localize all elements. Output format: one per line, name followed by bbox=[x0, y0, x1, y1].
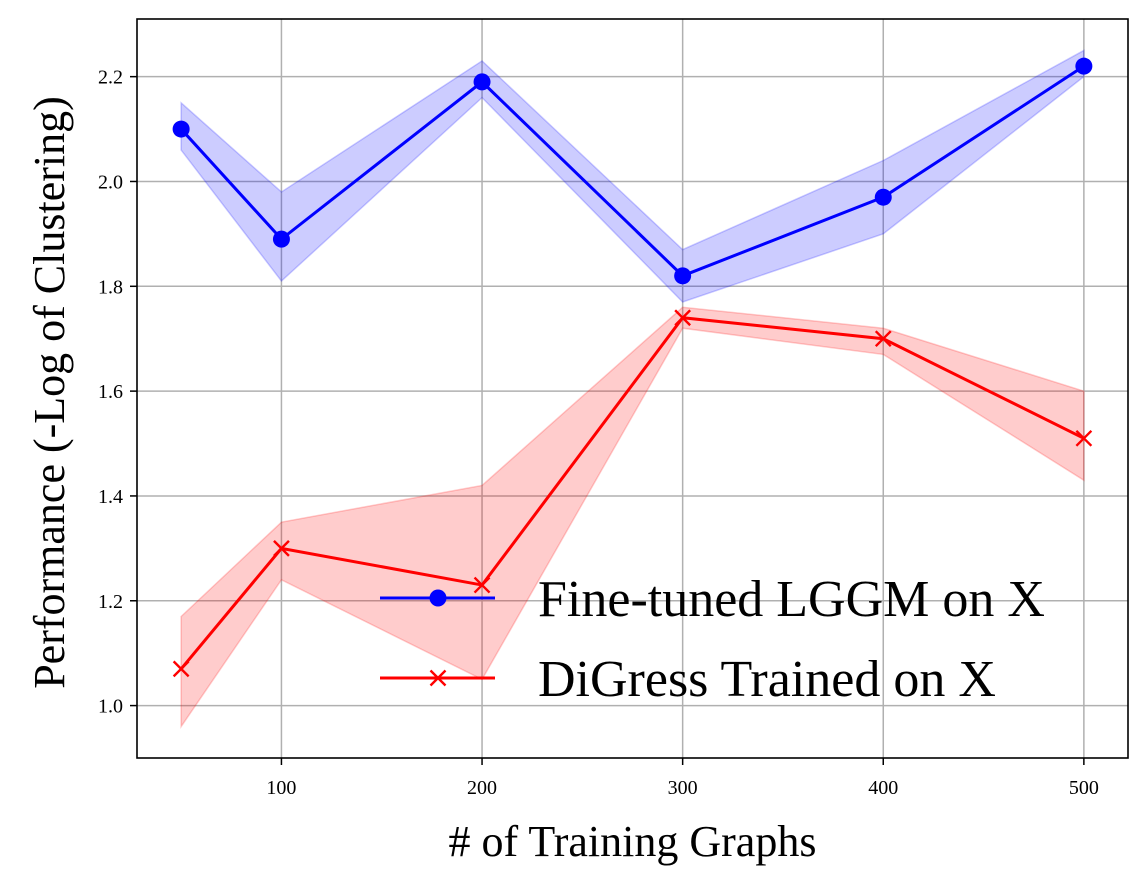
plot-area-frame bbox=[136, 18, 1129, 759]
data-point bbox=[674, 309, 692, 327]
x-tick-label: 100 bbox=[266, 777, 296, 799]
y-tick-label: 1.4 bbox=[98, 486, 123, 508]
legend-label-digress: DiGress Trained on X bbox=[538, 651, 996, 708]
x-tick-label: 200 bbox=[467, 777, 497, 799]
legend-marker-lggm bbox=[429, 589, 447, 607]
legend-item-lggm: Fine-tuned LGGM on X bbox=[380, 571, 1045, 628]
y-tick-label: 1.8 bbox=[98, 276, 123, 298]
y-axis-title: Performance (-Log of Clustering) bbox=[25, 96, 74, 689]
confidence-band bbox=[180, 306, 1085, 729]
data-point bbox=[1075, 57, 1093, 75]
y-axis-ticks: 1.0 1.2 1.4 1.6 1.8 2.0 2.2 bbox=[98, 67, 137, 718]
data-point bbox=[273, 540, 290, 557]
legend-label-lggm: Fine-tuned LGGM on X bbox=[538, 571, 1045, 628]
x-axis-ticks: 100 200 300 400 500 bbox=[266, 758, 1099, 799]
data-point bbox=[473, 576, 491, 594]
y-tick-label: 2.2 bbox=[98, 67, 123, 89]
data-point bbox=[172, 660, 190, 678]
x-tick-label: 500 bbox=[1069, 777, 1099, 799]
confidence-bands bbox=[180, 49, 1085, 729]
series-lines bbox=[179, 64, 1085, 670]
x-tick-label: 300 bbox=[668, 777, 698, 799]
data-point bbox=[272, 230, 290, 248]
legend-marker-digress bbox=[429, 669, 447, 687]
data-point bbox=[674, 267, 692, 285]
legend: Fine-tuned LGGM on X DiGress Trained on … bbox=[380, 571, 1045, 708]
grid bbox=[137, 19, 1128, 758]
data-point bbox=[1075, 429, 1093, 447]
x-tick-label: 400 bbox=[868, 777, 898, 799]
legend-item-digress: DiGress Trained on X bbox=[380, 651, 996, 708]
confidence-band bbox=[180, 49, 1085, 303]
x-axis-title: # of Training Graphs bbox=[449, 817, 817, 866]
series-line bbox=[179, 316, 1085, 670]
y-tick-label: 2.0 bbox=[98, 171, 123, 193]
y-tick-label: 1.0 bbox=[98, 696, 123, 718]
series-line bbox=[180, 64, 1085, 278]
y-tick-label: 1.2 bbox=[98, 591, 123, 613]
data-point bbox=[874, 330, 892, 348]
data-point bbox=[473, 73, 491, 91]
series-markers bbox=[172, 57, 1093, 678]
y-tick-label: 1.6 bbox=[98, 381, 123, 403]
data-point bbox=[172, 120, 190, 138]
data-point bbox=[874, 188, 892, 206]
